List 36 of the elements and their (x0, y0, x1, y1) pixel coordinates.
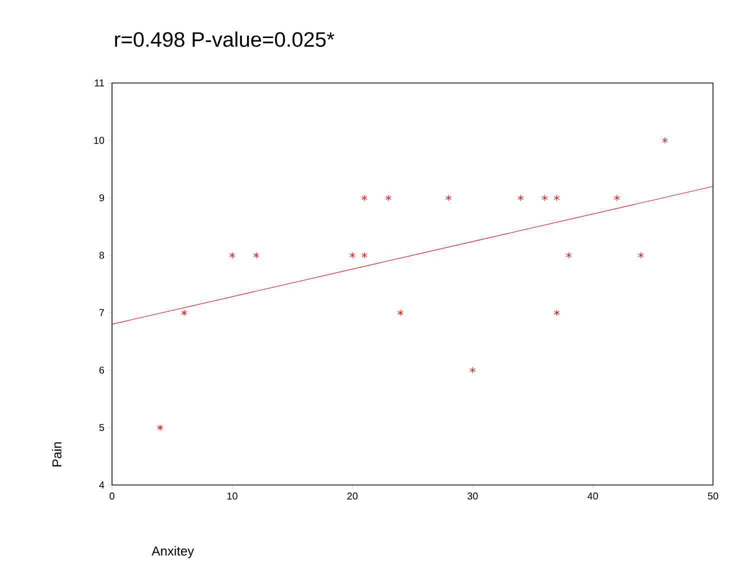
point (350, 252, 356, 259)
x-axis-title: Anxitey (152, 546, 194, 558)
y-tick-label: 7 (99, 309, 104, 316)
point (518, 194, 524, 202)
y-tick-label: 9 (99, 194, 104, 202)
point (614, 194, 620, 202)
y-tick-label: 6 (99, 366, 104, 374)
point (362, 252, 368, 259)
point (386, 194, 392, 202)
x-tick-label: 0 (110, 492, 114, 500)
y-tick-label: 5 (99, 424, 104, 432)
point (181, 309, 188, 316)
x-tick-label: 20 (347, 492, 358, 500)
y-tick-label: 10 (94, 136, 104, 144)
point (638, 252, 644, 259)
point (662, 137, 668, 144)
point (566, 252, 572, 259)
y-axis-title: Pain (52, 442, 62, 466)
point (398, 309, 404, 316)
point (229, 252, 236, 259)
point (470, 366, 476, 374)
chart-title: r=0.498 P-value=0.025* (115, 32, 334, 47)
point (542, 194, 548, 202)
y-tick-label: 4 (99, 482, 104, 488)
point (362, 194, 368, 202)
point (554, 309, 560, 316)
point (253, 252, 260, 259)
x-tick-label: 30 (467, 492, 478, 500)
x-tick-label: 50 (708, 492, 718, 500)
y-tick-label: 8 (99, 252, 104, 259)
x-tick-label: 10 (227, 492, 238, 500)
point (157, 424, 163, 431)
point (554, 194, 560, 202)
x-tick-label: 40 (588, 492, 598, 500)
y-tick-label: 11 (94, 80, 104, 86)
point (446, 194, 452, 202)
